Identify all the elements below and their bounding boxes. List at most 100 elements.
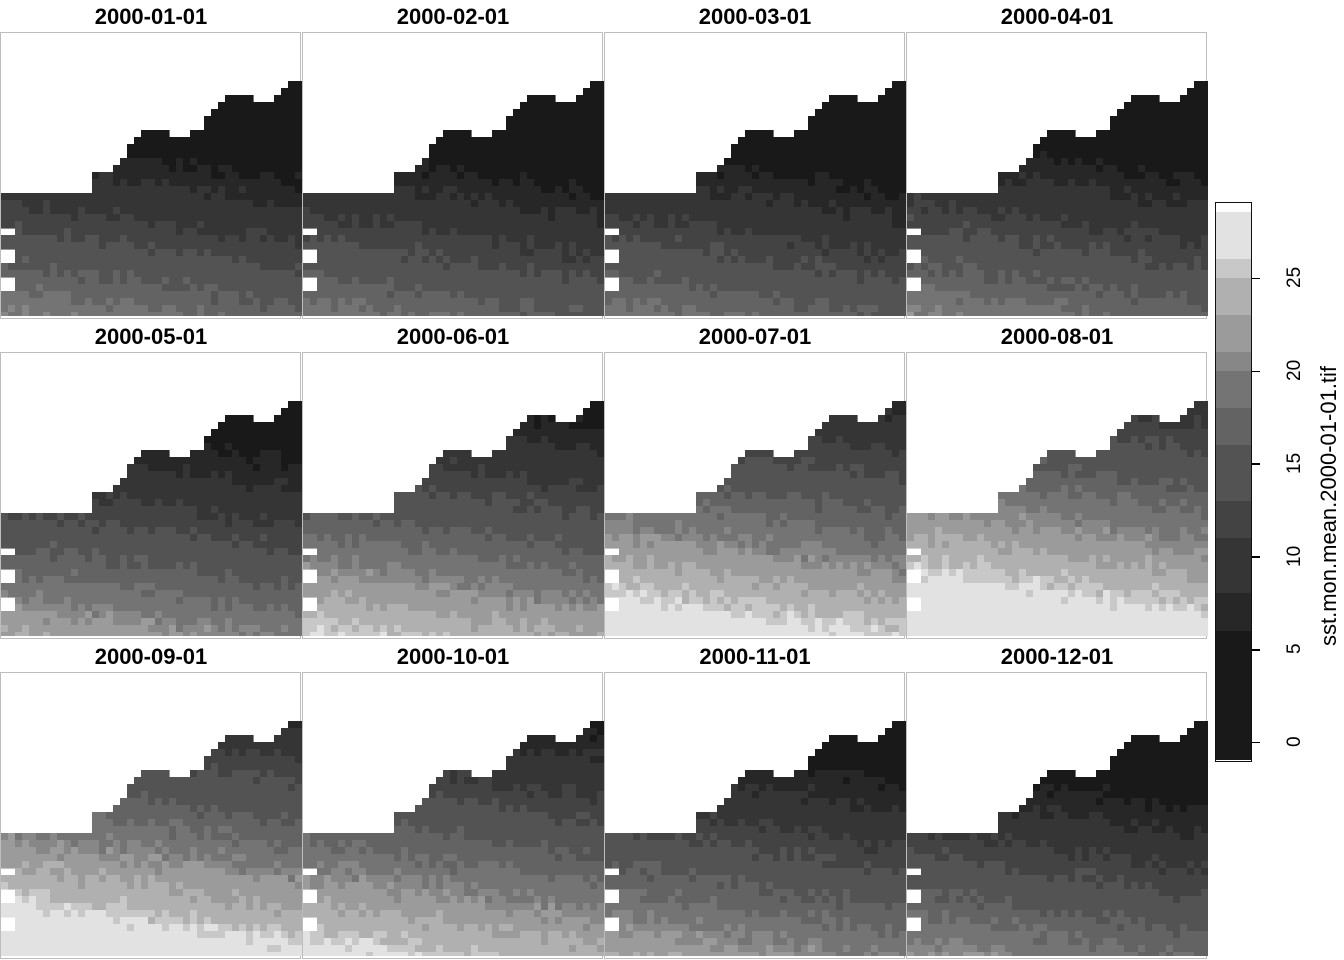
raster-cell [197, 221, 205, 229]
raster-cell [977, 193, 985, 201]
raster-cell [141, 144, 149, 152]
raster-cell [871, 214, 879, 222]
raster-cell [752, 235, 760, 243]
raster-cell [1187, 179, 1195, 187]
raster-cell [1159, 151, 1167, 159]
raster-cell [696, 270, 704, 278]
raster-cell [499, 137, 507, 145]
raster-cell [1152, 144, 1160, 152]
raster-cell [534, 116, 542, 124]
raster-cell [450, 221, 458, 229]
raster-cell [401, 277, 409, 285]
raster-cell [197, 576, 205, 584]
raster-cell [78, 263, 86, 271]
raster-cell [162, 492, 170, 500]
raster-cell [520, 298, 528, 306]
raster-cell [597, 95, 604, 103]
raster-cell [1061, 193, 1069, 201]
raster-cell [829, 235, 837, 243]
raster-cell [127, 485, 135, 493]
raster-cell [1152, 102, 1160, 110]
raster-cell [1145, 186, 1153, 194]
raster-cell [1152, 228, 1160, 236]
raster-cell [1201, 277, 1208, 285]
raster-cell [1033, 256, 1041, 264]
raster-cell [197, 172, 205, 180]
raster-cell [759, 242, 767, 250]
raster-cell [914, 235, 922, 243]
raster-cell [338, 235, 346, 243]
raster-cell [204, 569, 212, 577]
raster-cell [43, 249, 51, 257]
raster-cell [984, 291, 992, 299]
raster-cell [36, 534, 44, 542]
raster-cell [534, 207, 542, 215]
raster-cell [1005, 263, 1013, 271]
raster-cell [752, 130, 760, 138]
raster-cell [914, 207, 922, 215]
raster-cell [1159, 193, 1167, 201]
raster-cell [597, 284, 604, 292]
raster-cell [984, 214, 992, 222]
raster-cell [127, 576, 135, 584]
raster-cell [78, 214, 86, 222]
raster-cell [1117, 277, 1125, 285]
raster-cell [394, 277, 402, 285]
raster-cell [43, 312, 51, 316]
raster-cell [682, 228, 690, 236]
raster-cell [155, 471, 163, 479]
raster-cell [1117, 207, 1125, 215]
raster-cell [1075, 270, 1083, 278]
raster-cell [1, 291, 9, 299]
raster-cell [317, 284, 325, 292]
raster-cell [885, 263, 893, 271]
raster-cell [113, 193, 121, 201]
raster-cell [197, 186, 205, 194]
raster-cell [15, 520, 23, 528]
raster-cell [162, 228, 170, 236]
raster-cell [745, 179, 753, 187]
raster-cell [436, 165, 444, 173]
raster-cell [218, 172, 226, 180]
raster-cell [801, 179, 809, 187]
raster-cell [253, 207, 261, 215]
raster-cell [141, 249, 149, 257]
raster-cell [780, 270, 788, 278]
raster-cell [1047, 193, 1055, 201]
raster-cell [92, 172, 100, 180]
raster-cell [85, 242, 93, 250]
raster-cell [576, 95, 584, 103]
raster-cell [892, 116, 900, 124]
raster-cell [745, 270, 753, 278]
raster-cell [935, 305, 943, 313]
raster-cell [640, 242, 648, 250]
raster-cell [478, 186, 486, 194]
raster-cell [696, 249, 704, 257]
raster-cell [317, 214, 325, 222]
raster-cell [415, 186, 423, 194]
raster-cell [815, 186, 823, 194]
raster-cell [120, 562, 128, 570]
raster-cell [562, 249, 570, 257]
raster-cell [597, 102, 604, 110]
raster-cell [1138, 242, 1146, 250]
raster-cell [569, 298, 577, 306]
raster-cell [1201, 207, 1208, 215]
raster-cell [843, 207, 851, 215]
raster-cell [864, 116, 872, 124]
raster-cell [267, 464, 275, 472]
raster-cell [492, 193, 500, 201]
raster-cell [141, 242, 149, 250]
raster-cell [984, 263, 992, 271]
raster-cell [1173, 228, 1181, 236]
raster-cell [295, 443, 302, 451]
raster-cell [225, 534, 233, 542]
raster-cell [520, 144, 528, 152]
raster-cell [829, 137, 837, 145]
raster-cell [885, 200, 893, 208]
raster-cell [471, 200, 479, 208]
raster-cell [506, 123, 514, 131]
raster-cell [921, 277, 929, 285]
raster-cell [352, 228, 360, 236]
raster-cell [345, 270, 353, 278]
